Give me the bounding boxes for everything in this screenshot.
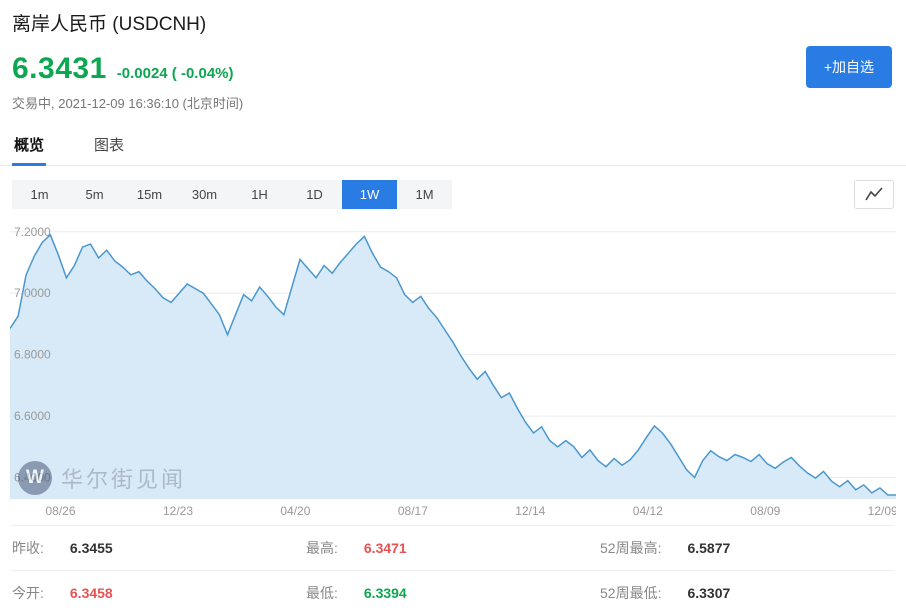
- tab-overview[interactable]: 概览: [12, 127, 47, 166]
- svg-text:12/09: 12/09: [868, 504, 896, 518]
- line-chart-icon: [865, 186, 883, 200]
- svg-text:08/26: 08/26: [45, 504, 75, 518]
- stat-prev-close-label: 昨收:: [12, 540, 44, 556]
- svg-text:08/17: 08/17: [398, 504, 428, 518]
- interval-1w[interactable]: 1W: [342, 180, 397, 209]
- svg-text:6.4000: 6.4000: [14, 471, 51, 485]
- stat-open-value: 6.3458: [69, 585, 113, 601]
- stat-52w-high-label: 52周最高:: [600, 540, 662, 556]
- svg-text:04/12: 04/12: [633, 504, 663, 518]
- interval-1d[interactable]: 1D: [306, 187, 323, 202]
- stat-52w-low-value: 6.3307: [687, 585, 731, 601]
- interval-5m[interactable]: 5m: [85, 187, 104, 202]
- last-price: 6.3431: [12, 52, 107, 85]
- stat-52w-high-value: 6.5877: [687, 540, 731, 556]
- stat-prev-close-value: 6.3455: [69, 540, 113, 556]
- interval-15m[interactable]: 15m: [136, 187, 163, 202]
- stat-52w-low-label: 52周最低:: [600, 585, 662, 601]
- price-chart[interactable]: 7.2000 7.0000 6.8000 6.6000 6.4000 08/26 12/23…: [10, 221, 896, 521]
- stat-prev-close: 昨收: 6.3455: [12, 525, 306, 570]
- chart-toolbar: 1m 5m 15m 30m 1H 1D 1W 1M: [12, 180, 894, 209]
- tab-chart[interactable]: 图表: [94, 137, 125, 154]
- stat-high-value: 6.3471: [363, 540, 407, 556]
- add-watchlist-button[interactable]: +加自选: [805, 46, 892, 88]
- stat-high: 最高: 6.3471: [306, 525, 600, 570]
- interval-1m[interactable]: 1m: [30, 187, 49, 202]
- interval-1M[interactable]: 1M: [415, 187, 434, 202]
- price-row: 6.3431 -0.0024 ( -0.04%): [12, 52, 892, 86]
- interval-30m[interactable]: 30m: [191, 187, 218, 202]
- svg-text:7.0000: 7.0000: [14, 286, 51, 300]
- stat-low: 最低: 6.3394: [306, 570, 600, 615]
- stat-open: 今开: 6.3458: [12, 570, 306, 615]
- svg-text:7.2000: 7.2000: [14, 225, 51, 239]
- svg-text:08/09: 08/09: [750, 504, 780, 518]
- stats-grid: 昨收: 6.3455 最高: 6.3471 52周最高: 6.5877 今开: …: [12, 525, 894, 615]
- stat-open-label: 今开:: [12, 585, 44, 601]
- price-change: -0.0024 ( -0.04%): [116, 65, 234, 82]
- tab-bar: 概览 图表: [0, 127, 906, 166]
- stat-52w-high: 52周最高: 6.5877: [600, 525, 894, 570]
- svg-text:6.6000: 6.6000: [14, 409, 51, 423]
- stat-low-label: 最低:: [306, 585, 338, 601]
- chart-area: 7.2000 7.0000 6.8000 6.6000 6.4000 08/26 12/23…: [10, 221, 896, 521]
- trading-status: 交易中, 2021-12-09 16:36:10 (北京时间): [12, 96, 244, 111]
- svg-text:04/20: 04/20: [280, 504, 310, 518]
- svg-text:6.8000: 6.8000: [14, 348, 51, 362]
- svg-text:12/23: 12/23: [163, 504, 193, 518]
- interval-group: 1m 5m 15m 30m 1H 1D 1W 1M: [12, 180, 452, 209]
- svg-text:12/14: 12/14: [515, 504, 545, 518]
- interval-1h[interactable]: 1H: [251, 187, 268, 202]
- page-title: 离岸人民币 (USDCNH): [12, 14, 207, 35]
- quote-header: 离岸人民币 (USDCNH) 6.3431 -0.0024 ( -0.04%) …: [0, 0, 906, 112]
- stat-low-value: 6.3394: [363, 585, 407, 601]
- chart-type-button[interactable]: [854, 180, 894, 209]
- stat-52w-low: 52周最低: 6.3307: [600, 570, 894, 615]
- stat-high-label: 最高:: [306, 540, 338, 556]
